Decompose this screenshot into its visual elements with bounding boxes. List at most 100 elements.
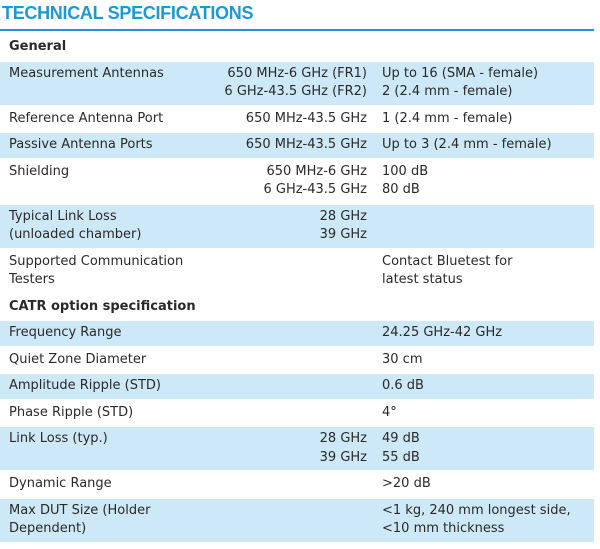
- cell-value: Contact Bluetest for latest status: [367, 248, 594, 295]
- label-line: Supported Communication: [9, 253, 184, 269]
- cell-middle: 28 GHz 39 GHz: [209, 203, 367, 250]
- cell-middle: [209, 399, 367, 427]
- middle-line: 28 GHz: [319, 431, 367, 446]
- section-row: CATR option specification: [0, 293, 594, 321]
- value-line: Up to 16 (SMA - female): [382, 65, 539, 81]
- label-line: Shielding: [9, 163, 70, 179]
- spec-row: Dynamic Range >20 dB: [0, 471, 594, 499]
- spec-row: Link Loss (typ.) 28 GHz 39 GHz 49 dB 55 dB: [0, 426, 594, 472]
- cell-middle: 650 MHz-6 GHz 6 GHz-43.5 GHz: [209, 158, 367, 205]
- cell-middle: 650 MHz-43.5 GHz: [209, 132, 367, 160]
- spec-row: Phase Ripple (STD) 4°: [0, 399, 594, 427]
- middle-line: 6 GHz-43.5 GHz: [263, 182, 367, 197]
- cell-label: Max DUT Size (Holder Dependent): [0, 497, 209, 544]
- value-line: latest status: [382, 272, 463, 287]
- value-line: 24.25 GHz-42 GHz: [382, 325, 503, 340]
- cell-middle: [209, 320, 367, 348]
- cell-value: Up to 16 (SMA - female) 2 (2.4 mm - femal…: [367, 60, 594, 107]
- spec-row: Measurement Antennas 650 MHz-6 GHz (FR1) 6…: [0, 60, 594, 107]
- middle-line: 39 GHz: [319, 449, 367, 465]
- value-line: 0.6 dB: [382, 378, 424, 393]
- value-line: 4°: [382, 404, 397, 420]
- spec-row: Frequency Range 24.25 GHz-42 GHz: [0, 320, 594, 348]
- cell-value: 24.25 GHz-42 GHz: [367, 320, 594, 348]
- title: TECHNICAL SPECIFICATIONS: [2, 3, 254, 23]
- value-line: 49 dB: [382, 431, 420, 446]
- cell-label: Shielding: [0, 158, 209, 205]
- spec-row: Max DUT Size (Holder Dependent) <1 kg, 240…: [0, 497, 594, 544]
- cell-label: Phase Ripple (STD): [0, 399, 209, 427]
- label-line: Measurement Antennas: [9, 65, 164, 81]
- spec-row: Typical Link Loss (unloaded chamber) 28 GH…: [0, 203, 594, 250]
- label-line: Dependent): [9, 521, 87, 536]
- value-line: 55 dB: [382, 449, 420, 465]
- cell-value: <1 kg, 240 mm longest side, <10 mm thickn…: [367, 497, 594, 544]
- cell-middle: 650 MHz-6 GHz (FR1) 6 GHz-43.5 GHz (FR2): [209, 60, 367, 107]
- cell-label: Link Loss (typ.): [0, 426, 209, 472]
- cell-value: 1 (2.4 mm - female): [367, 105, 594, 133]
- label-line: Quiet Zone Diameter: [9, 351, 147, 367]
- middle-line: 39 GHz: [319, 227, 367, 242]
- label-line: Dynamic Range: [9, 476, 112, 491]
- cell-value: 0.6 dB: [367, 373, 594, 401]
- label-line: Testers: [9, 272, 55, 287]
- title-rule: [0, 29, 594, 31]
- middle-line: 650 MHz-6 GHz: [266, 163, 367, 179]
- cell-middle: [209, 471, 367, 499]
- spec-row: Passive Antenna Ports 650 MHz-43.5 GHz Up …: [0, 132, 594, 160]
- label-line: Amplitude Ripple (STD): [9, 378, 161, 393]
- spec-table: General Measurement Antennas 650 MHz-6 GHz…: [0, 35, 594, 544]
- spec-row: Reference Antenna Port 650 MHz-43.5 GHz 1 …: [0, 105, 594, 133]
- middle-line: 28 GHz: [319, 208, 367, 224]
- middle-line: 650 MHz-43.5 GHz: [245, 137, 367, 152]
- cell-label: Dynamic Range: [0, 471, 209, 499]
- cell-label: Supported Communication Testers: [0, 248, 209, 295]
- cell-value: 30 cm: [367, 346, 594, 374]
- spec-row: Shielding 650 MHz-6 GHz 6 GHz-43.5 GHz 100 …: [0, 158, 594, 205]
- cell-middle: 650 MHz-43.5 GHz: [209, 105, 367, 133]
- cell-middle: [209, 248, 367, 295]
- cell-label: Measurement Antennas: [0, 60, 209, 107]
- value-line: >20 dB: [382, 476, 431, 491]
- value-line: 100 dB: [382, 163, 429, 179]
- cell-middle: [209, 497, 367, 544]
- cell-middle: 28 GHz 39 GHz: [209, 426, 367, 472]
- value-line: Up to 3 (2.4 mm - female): [382, 137, 552, 152]
- value-line: 30 cm: [382, 351, 423, 367]
- cell-value: Up to 3 (2.4 mm - female): [367, 132, 594, 160]
- label-line: Typical Link Loss: [9, 208, 117, 224]
- cell-label: Reference Antenna Port: [0, 105, 209, 133]
- cell-label: Quiet Zone Diameter: [0, 346, 209, 374]
- middle-line: 650 MHz-43.5 GHz: [245, 110, 367, 126]
- spec-row: Amplitude Ripple (STD) 0.6 dB: [0, 373, 594, 401]
- label-line: Phase Ripple (STD): [9, 404, 134, 420]
- cell-value: 49 dB 55 dB: [367, 426, 594, 472]
- section-row: General: [0, 35, 594, 62]
- cell-middle: [209, 346, 367, 374]
- label-line: Reference Antenna Port: [9, 110, 164, 126]
- cell-label: Frequency Range: [0, 320, 209, 348]
- cell-value: 4°: [367, 399, 594, 427]
- spec-row: Supported Communication Testers Contact Bl…: [0, 248, 594, 295]
- section-heading: General: [0, 35, 594, 62]
- middle-line: 6 GHz-43.5 GHz (FR2): [224, 84, 367, 99]
- value-line: Contact Bluetest for: [382, 253, 513, 269]
- value-line: <10 mm thickness: [382, 521, 505, 536]
- middle-line: 650 MHz-6 GHz (FR1): [227, 65, 367, 81]
- cell-label: Amplitude Ripple (STD): [0, 373, 209, 401]
- label-line: (unloaded chamber): [9, 227, 142, 242]
- value-line: 2 (2.4 mm - female): [382, 84, 513, 99]
- spec-row: Quiet Zone Diameter 30 cm: [0, 346, 594, 374]
- value-line: 1 (2.4 mm - female): [382, 110, 513, 126]
- cell-value: 100 dB 80 dB: [367, 158, 594, 205]
- cell-value: [367, 203, 594, 250]
- label-line: Link Loss (typ.): [9, 431, 108, 446]
- label-line: Frequency Range: [9, 325, 122, 340]
- section-heading: CATR option specification: [0, 293, 594, 321]
- value-line: 80 dB: [382, 182, 420, 197]
- label-line: Max DUT Size (Holder: [9, 502, 151, 518]
- value-line: <1 kg, 240 mm longest side,: [382, 502, 571, 518]
- cell-label: Passive Antenna Ports: [0, 132, 209, 160]
- label-line: Passive Antenna Ports: [9, 137, 153, 152]
